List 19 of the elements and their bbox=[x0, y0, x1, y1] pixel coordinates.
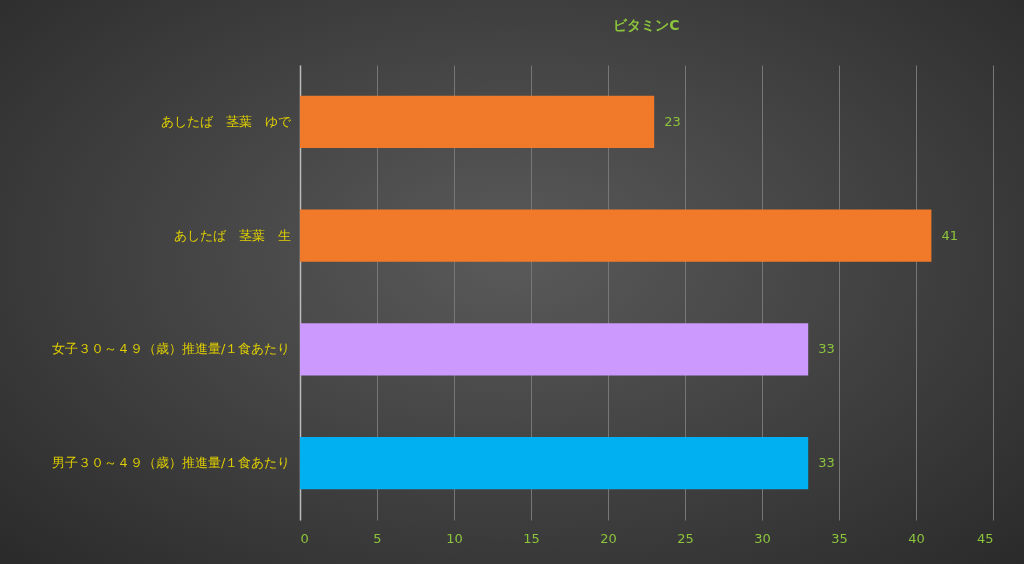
x-tick-label: 45 bbox=[976, 530, 994, 546]
x-tick-label: 25 bbox=[677, 530, 694, 546]
x-tick-label: 20 bbox=[600, 530, 617, 546]
data-label: 33 bbox=[818, 341, 835, 357]
x-tick-label: 10 bbox=[446, 530, 463, 546]
x-tick-label: 0 bbox=[300, 530, 309, 546]
data-label: 41 bbox=[941, 227, 958, 243]
y-tick-label: あしたば 茎葉 生 bbox=[173, 227, 291, 243]
y-tick-label: 女子３０～４９（歳）推進量/１食あたり bbox=[52, 341, 291, 357]
y-tick-label: あしたば 茎葉 ゆで bbox=[160, 113, 292, 129]
x-tick-label: 30 bbox=[754, 530, 771, 546]
x-tick-label: 5 bbox=[373, 530, 382, 546]
x-tick-label: 15 bbox=[523, 530, 540, 546]
chart-title: ビタミンC bbox=[613, 17, 680, 33]
y-tick-label: 男子３０～４９（歳）推進量/１食あたり bbox=[52, 455, 291, 471]
x-tick-label: 35 bbox=[831, 530, 848, 546]
data-label: 23 bbox=[664, 113, 681, 129]
data-label: 33 bbox=[818, 455, 835, 471]
x-tick-label: 40 bbox=[908, 530, 925, 546]
